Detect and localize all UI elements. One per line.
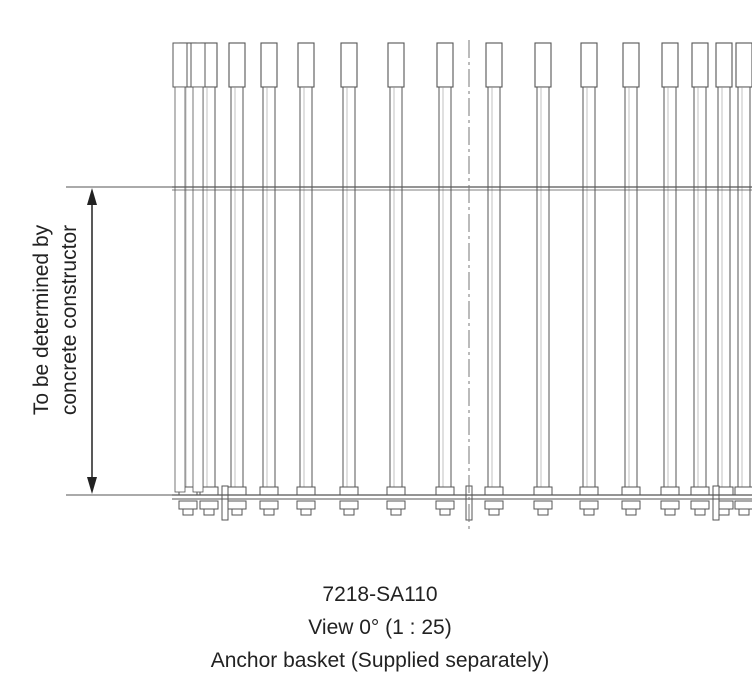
anchor-bolt — [339, 42, 359, 516]
dimension-arrow-top — [87, 188, 97, 205]
anchor-bolt — [484, 42, 504, 516]
drawing-caption: 7218-SA110 View 0° (1 : 25) Anchor baske… — [170, 578, 590, 677]
anchor-bolt — [259, 42, 279, 516]
anchor-bolt — [579, 42, 599, 516]
anchor-bolt — [435, 42, 455, 516]
anchor-bolt — [296, 42, 316, 516]
anchor-bolt — [172, 42, 188, 493]
anchor-bolt — [386, 42, 406, 516]
anchor-bolt — [690, 42, 710, 516]
anchor-bolt — [227, 42, 247, 516]
lifting-bracket — [712, 485, 720, 521]
lifting-bracket — [221, 485, 229, 521]
dimension-arrow-bottom — [87, 477, 97, 494]
anchor-bolt — [660, 42, 680, 516]
anchor-bolt — [533, 42, 553, 516]
dimension-label-line2: concrete constructor — [58, 224, 81, 416]
drawing-title: Anchor basket (Supplied separately) — [210, 649, 550, 672]
anchor-bolt — [190, 42, 206, 493]
anchor-bolt — [734, 42, 752, 516]
drawing-number: 7218-SA110 — [322, 583, 438, 606]
anchor-bolt — [714, 42, 734, 516]
anchor-bolts-group — [172, 42, 752, 521]
view-label: View 0° (1 : 25) — [308, 616, 452, 639]
dimension-label-line1: To be determined by — [30, 224, 53, 416]
anchor-bolt — [621, 42, 641, 516]
